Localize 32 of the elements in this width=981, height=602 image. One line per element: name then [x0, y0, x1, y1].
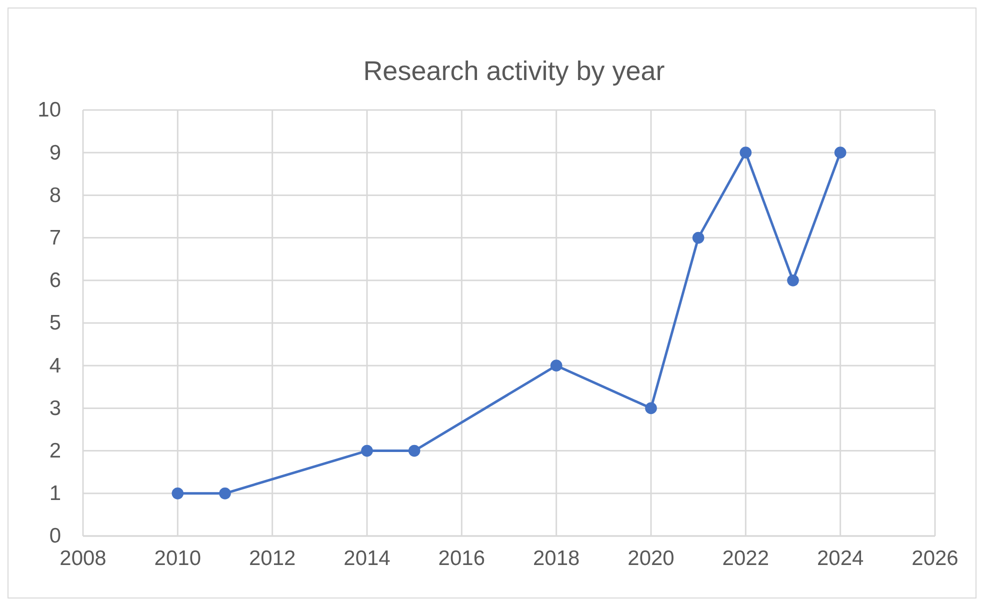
y-tick-label: 3 [49, 396, 61, 420]
point [692, 232, 704, 244]
x-tick-label: 2010 [154, 546, 202, 570]
point [645, 402, 657, 414]
x-tick-label: 2008 [60, 546, 106, 570]
y-tick-label: 5 [49, 312, 61, 335]
y-tick-label: 6 [49, 269, 61, 292]
y-tick-label: 2 [49, 440, 61, 463]
point [834, 146, 846, 159]
point [361, 444, 373, 457]
x-tick-label: 2018 [532, 546, 580, 570]
x-tick-label: 2022 [722, 546, 770, 570]
y-tick-label: 9 [49, 141, 61, 164]
x-tick-label: 2014 [344, 546, 391, 570]
point [550, 360, 562, 372]
chart-title: Research activity by year [363, 56, 665, 86]
y-tick-label: 4 [49, 354, 62, 378]
y-tick-label: 0 [49, 524, 61, 548]
y-tick-label: 1 [49, 482, 61, 506]
point [740, 146, 752, 159]
y-tick-label: 7 [49, 226, 61, 250]
point [787, 274, 799, 286]
x-tick-label: 2020 [628, 546, 674, 570]
point [172, 487, 184, 500]
x-tick-label: 2016 [438, 546, 486, 570]
y-tick-label: 8 [49, 184, 61, 207]
point [408, 444, 420, 457]
x-tick-label: 2012 [248, 546, 296, 570]
x-tick-label: 2026 [912, 546, 958, 570]
x-tick-label: 2024 [816, 546, 864, 570]
y-tick-label: 10 [38, 98, 61, 122]
point [219, 487, 231, 500]
